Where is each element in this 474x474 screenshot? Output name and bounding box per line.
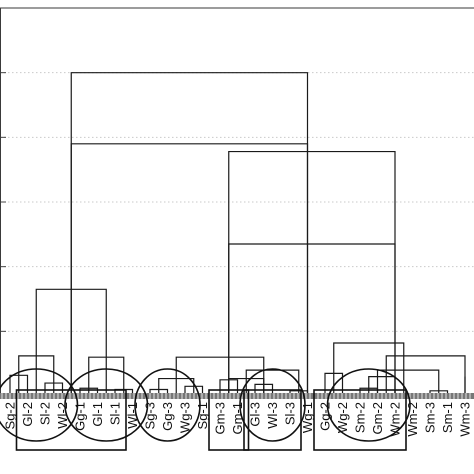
leaf-label: Gm-3	[213, 402, 228, 435]
leaf-labels: Sg-2 Gl-2 Sl-2 Wl-2 Gg-1 Gl-1 Sl-1 Wl-1 Sg-3 Gg-3…	[3, 402, 473, 437]
group-ellipse-3	[239, 368, 306, 442]
leaf-label: Gl-3	[248, 402, 263, 427]
dendrogram-link-21	[333, 342, 405, 396]
leaf-label: Wg-2	[335, 402, 350, 433]
leaf-label: Gl-2	[20, 402, 35, 427]
frame-layer	[0, 7, 474, 396]
leaf-label: Sm-3	[423, 402, 438, 433]
leaf-label: Sg-1	[195, 402, 210, 429]
group-marks	[0, 368, 411, 451]
group-rectangle-5	[15, 389, 127, 451]
leaf-label: Sg-3	[143, 402, 158, 429]
group-ellipse-4	[326, 368, 411, 442]
leaf-label: Sl-3	[283, 402, 298, 425]
group-ellipse-2	[134, 368, 201, 442]
dendrogram-link-22	[175, 356, 265, 396]
leaf-label: Sg-2	[3, 402, 18, 429]
leaf-label: Wm-3	[458, 402, 473, 437]
dendrogram-link-23	[385, 355, 466, 396]
group-rectangle-6	[208, 389, 250, 451]
leaf-label: Wl-2	[55, 402, 70, 429]
leaf-label: Sl-2	[38, 402, 53, 425]
leaf-label: Wm-2	[388, 402, 403, 437]
leaf-label: Wl-3	[265, 402, 280, 429]
leaf-label: Sm-2	[353, 402, 368, 433]
dendrogram-link-27	[228, 150, 396, 396]
leaf-label: Wg-3	[178, 402, 193, 433]
dendrogram-link-28	[70, 72, 309, 396]
dendrogram-link-20	[376, 369, 440, 396]
group-ellipse-0	[0, 368, 79, 442]
leaf-label: Sm-1	[440, 402, 455, 433]
leaf-label: Wg-1	[300, 402, 315, 433]
leaf-label: Wl-1	[125, 402, 140, 429]
dendrogram-links	[9, 72, 466, 396]
leaf-label: Gg-1	[73, 402, 88, 431]
group-rectangle-7	[243, 389, 302, 451]
group-ellipse-1	[64, 368, 149, 442]
leaf-label: Gg-3	[160, 402, 175, 431]
leaf-label: Gm-2	[370, 402, 385, 435]
leaf-label: Gl-1	[90, 402, 105, 427]
dendrogram-link-25	[228, 243, 396, 396]
leaf-axis	[0, 393, 474, 399]
leaf-label: Sl-1	[108, 402, 123, 425]
leaf-axis-strip	[0, 393, 474, 399]
leaf-label: Gm-1	[230, 402, 245, 435]
group-rectangle-8	[313, 389, 407, 451]
leaf-label: Gg-2	[318, 402, 333, 431]
